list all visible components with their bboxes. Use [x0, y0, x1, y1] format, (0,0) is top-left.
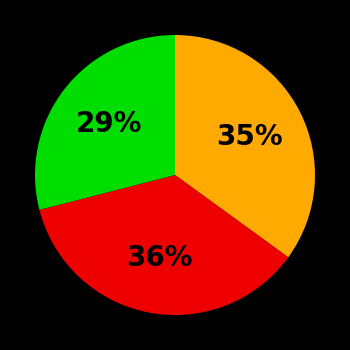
Text: 29%: 29% [76, 110, 142, 138]
Wedge shape [175, 35, 315, 257]
Wedge shape [40, 175, 288, 315]
Text: 35%: 35% [217, 123, 283, 151]
Wedge shape [35, 35, 175, 210]
Text: 36%: 36% [126, 244, 192, 272]
